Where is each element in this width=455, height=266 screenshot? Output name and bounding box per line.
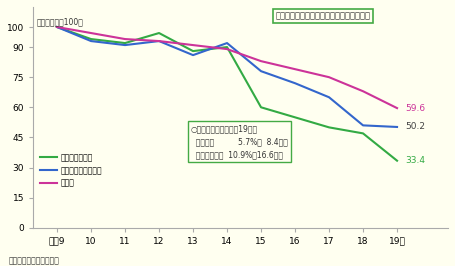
Text: 59.6: 59.6	[405, 103, 426, 113]
Text: 注　警察庁資料による。: 注 警察庁資料による。	[9, 256, 60, 265]
Legend: 飲酒運転構成率, 最高速度違反構成率, 死者数: 飲酒運転構成率, 最高速度違反構成率, 死者数	[37, 150, 106, 191]
Text: 33.4: 33.4	[405, 156, 425, 165]
Text: （平成９年＝100）: （平成９年＝100）	[36, 17, 84, 26]
Text: ○死亡事故率の違い（19年）
  飲酒運転          5.7%（  8.4倍）
  最高速度違反  10.9%（16.6倍）: ○死亡事故率の違い（19年） 飲酒運転 5.7%（ 8.4倍） 最高速度違反 1…	[191, 124, 288, 159]
Text: 50.2: 50.2	[405, 122, 425, 131]
Text: 飲酒運転等悪質・危険性の高い事故が減少: 飲酒運転等悪質・危険性の高い事故が減少	[276, 11, 371, 20]
